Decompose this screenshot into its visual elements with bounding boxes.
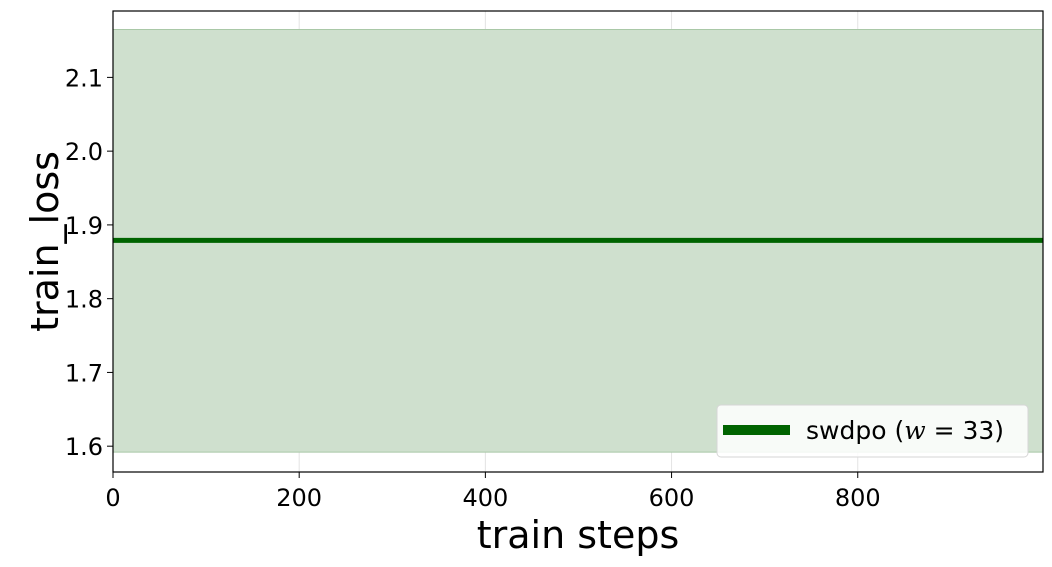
y-tick-label: 2.1 [65, 64, 103, 92]
y-tick-label: 1.8 [65, 286, 103, 314]
legend: swdpo (w = 33) [716, 404, 1029, 458]
legend-label-var: w [904, 416, 925, 445]
legend-box [716, 404, 1029, 458]
legend-label: swdpo (w = 33) [806, 416, 1004, 445]
y-tick-label: 1.9 [65, 212, 103, 240]
legend-label-suffix: = 33) [926, 416, 1004, 445]
x-axis-title: train steps [477, 513, 680, 557]
x-tick-label: 400 [462, 484, 508, 512]
y-axis-title: train_loss [23, 151, 67, 332]
x-tick-label: 800 [835, 484, 881, 512]
legend-label-prefix: swdpo ( [806, 416, 904, 445]
y-tick-label: 1.6 [65, 433, 103, 461]
x-tick-label: 600 [649, 484, 695, 512]
axis-ticks: 0 200 400 600 800 1.6 1.7 1.8 1.9 2.0 2.1 [65, 64, 881, 512]
x-tick-label: 200 [276, 484, 322, 512]
x-tick-label: 0 [105, 484, 120, 512]
y-tick-label: 1.7 [65, 359, 103, 387]
y-tick-label: 2.0 [65, 138, 103, 166]
plot-frame [112, 10, 1044, 473]
